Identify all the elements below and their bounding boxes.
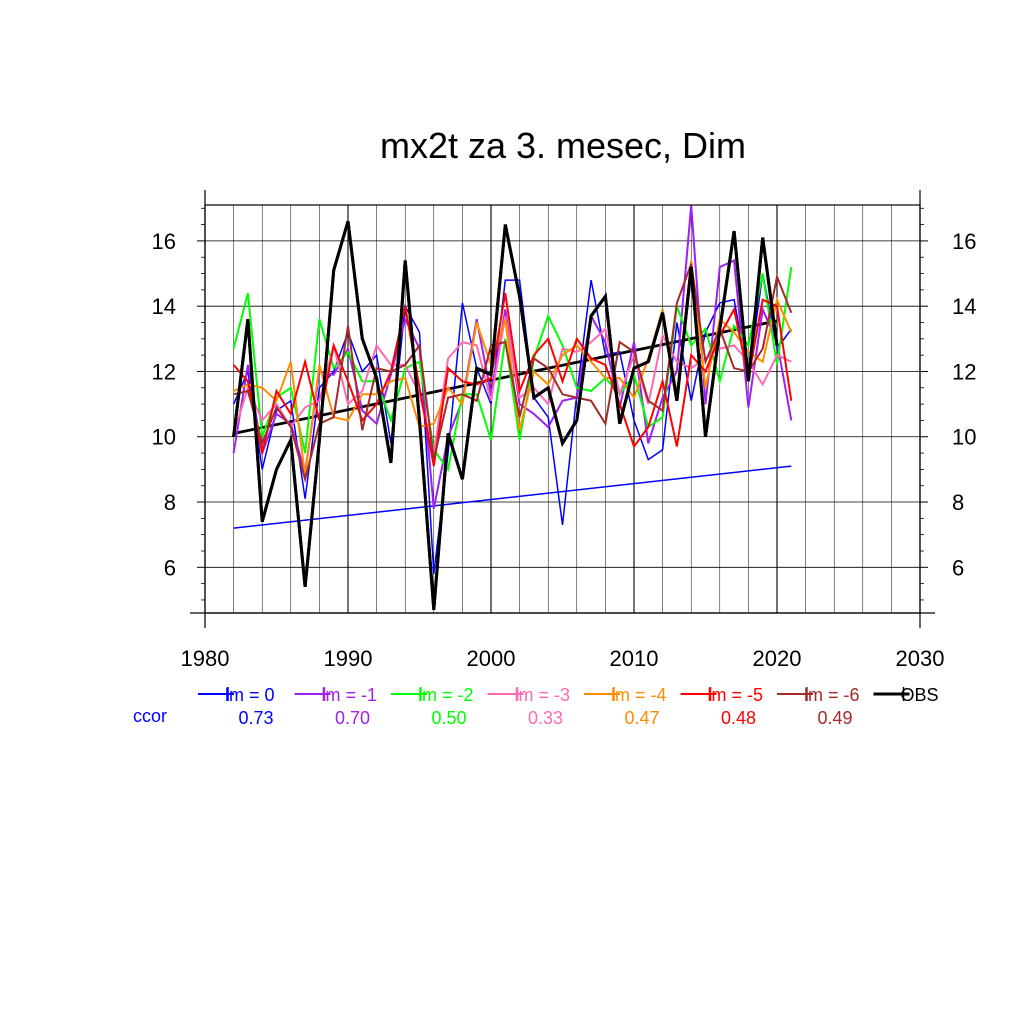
y-tick-label: 6 — [164, 555, 176, 580]
x-tick-label: 2020 — [753, 646, 802, 671]
trend-line — [233, 319, 778, 435]
legend: lm = 0 0.73 lm = -1 0.70 lm = -2 0.50 lm = -3 0… — [133, 685, 939, 728]
chart-title: mx2t za 3. mesec, Dim — [380, 125, 746, 166]
grid — [205, 205, 920, 613]
legend-label: lm = -2 — [418, 685, 474, 705]
legend-label: lm = 0 — [225, 685, 275, 705]
y-tick-label: 16 — [152, 229, 176, 254]
ccor-value: 0.48 — [721, 708, 756, 728]
y-tick-label-right: 10 — [952, 425, 976, 450]
y-tick-label-right: 16 — [952, 229, 976, 254]
legend-label: lm = -5 — [708, 685, 764, 705]
legend-label: lm = -1 — [322, 685, 378, 705]
x-tick-label: 1980 — [181, 646, 230, 671]
ccor-value: 0.50 — [431, 708, 466, 728]
legend-label: lm = -6 — [804, 685, 860, 705]
series-line-obs — [232, 220, 779, 610]
ccor-value: 0.70 — [335, 708, 370, 728]
series-line — [233, 263, 793, 484]
ccor-value: 0.49 — [817, 708, 852, 728]
axes: 1980 1990 2000 2010 2020 2030 6 6 8 8 10 10 12 12 14 14… — [152, 190, 976, 671]
legend-label: lm = -3 — [515, 685, 571, 705]
y-tick-label-right: 12 — [952, 359, 976, 384]
y-tick-label-right: 8 — [952, 490, 964, 515]
x-tick-label: 2030 — [896, 646, 945, 671]
x-tick-label: 1990 — [324, 646, 373, 671]
trend-line — [233, 465, 792, 529]
plot-frame — [204, 204, 921, 614]
ccor-value: 0.73 — [238, 708, 273, 728]
plot-area — [232, 204, 793, 610]
y-tick-label: 12 — [152, 359, 176, 384]
y-tick-label: 14 — [152, 294, 176, 319]
legend-label: OBS — [901, 685, 939, 705]
legend-label: lm = -4 — [611, 685, 667, 705]
ccor-value: 0.33 — [528, 708, 563, 728]
y-tick-label-right: 14 — [952, 294, 976, 319]
y-tick-label: 8 — [164, 490, 176, 515]
y-tick-label: 10 — [152, 425, 176, 450]
y-tick-label-right: 6 — [952, 555, 964, 580]
ccor-label: ccor — [133, 706, 167, 726]
x-tick-label: 2010 — [610, 646, 659, 671]
ccor-value: 0.47 — [624, 708, 659, 728]
x-tick-label: 2000 — [467, 646, 516, 671]
